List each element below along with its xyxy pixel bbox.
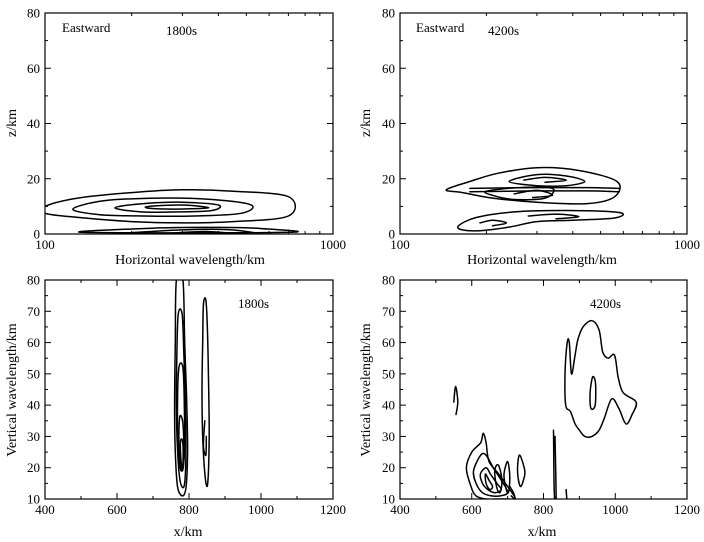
plot-frame xyxy=(44,279,334,500)
contour-line xyxy=(168,230,232,234)
contour-line xyxy=(130,228,255,234)
contour-line xyxy=(45,189,297,224)
contour-line xyxy=(114,201,222,214)
y-tick-label: 0 xyxy=(34,227,41,242)
y-axis-title: Vertical wavelength/km xyxy=(359,323,374,456)
y-tick-label: 60 xyxy=(382,61,395,76)
y-tick-label: 10 xyxy=(382,492,395,507)
y-tick-label: 40 xyxy=(382,398,395,413)
contour-line xyxy=(565,488,568,499)
contour-line xyxy=(564,319,638,438)
contour-line xyxy=(469,186,620,190)
y-tick-label: 40 xyxy=(27,398,40,413)
y-axis-title: Vertical wavelength/km xyxy=(5,323,20,456)
contour-line xyxy=(465,432,517,499)
y-tick-label: 40 xyxy=(382,116,395,131)
y-tick-label: 10 xyxy=(27,492,40,507)
x-tick-label: 800 xyxy=(534,502,554,517)
y-tick-label: 20 xyxy=(27,171,40,186)
y-tick-label: 0 xyxy=(389,227,396,242)
contour-line xyxy=(484,473,494,491)
panel-top-left: 100 1000 0 20 40 60 80 Eastward 1800s Horizont… xyxy=(5,6,346,269)
contour-line xyxy=(479,219,508,227)
y-tick-label: 30 xyxy=(27,429,40,444)
contour-line xyxy=(523,176,568,184)
y-tick-label: 60 xyxy=(27,335,40,350)
x-tick-label: 600 xyxy=(107,502,127,517)
y-tick-label: 40 xyxy=(27,116,40,131)
plot-frame xyxy=(399,12,688,235)
contour-line xyxy=(509,485,516,499)
y-tick-label: 20 xyxy=(382,460,395,475)
contour-line xyxy=(72,197,254,218)
time-label: 4200s xyxy=(590,296,621,311)
contour-line xyxy=(445,166,621,205)
panel-top-right: 100 1000 0 20 40 60 80 Eastward 4200s Horizont… xyxy=(359,6,700,269)
contour-line xyxy=(173,280,189,497)
y-tick-label: 70 xyxy=(27,304,40,319)
contour-line xyxy=(513,189,554,199)
x-tick-label: 1200 xyxy=(320,502,346,517)
y-tick-label: 80 xyxy=(27,273,40,288)
x-tick-label: 100 xyxy=(390,237,410,252)
x-tick-label: 1000 xyxy=(248,502,274,517)
contour-line xyxy=(144,204,210,210)
y-tick-label: 60 xyxy=(27,61,40,76)
y-axis-title: z/km xyxy=(5,109,20,137)
direction-label: Eastward xyxy=(416,20,465,35)
contour-line xyxy=(201,297,210,488)
y-tick-label: 20 xyxy=(382,171,395,186)
contour-line xyxy=(508,173,586,187)
x-tick-label: 1000 xyxy=(674,237,700,252)
y-tick-label: 50 xyxy=(27,366,40,381)
contour-line xyxy=(456,209,625,232)
contour-line xyxy=(516,454,526,488)
x-axis-title: Horizontal wavelength/km xyxy=(115,253,265,268)
x-axis-title: Horizontal wavelength/km xyxy=(467,253,617,268)
contour-line xyxy=(175,308,187,489)
contour-line xyxy=(589,375,597,411)
x-tick-label: 1000 xyxy=(602,502,628,517)
y-tick-label: 80 xyxy=(382,6,395,21)
contour-line xyxy=(493,463,503,494)
contour-line xyxy=(202,420,208,457)
x-tick-label: 1200 xyxy=(674,502,700,517)
contour-line xyxy=(484,186,555,201)
x-tick-label: 400 xyxy=(390,502,410,517)
x-axis-title: x/km xyxy=(174,525,203,540)
plot-frame xyxy=(399,279,688,500)
y-tick-label: 70 xyxy=(382,304,395,319)
x-tick-label: 100 xyxy=(35,237,55,252)
contour-line xyxy=(179,438,184,469)
time-label: 1800s xyxy=(166,23,197,38)
contour-line xyxy=(453,385,459,416)
y-tick-label: 80 xyxy=(382,273,395,288)
x-tick-label: 400 xyxy=(35,502,55,517)
y-tick-label: 20 xyxy=(27,460,40,475)
x-tick-label: 800 xyxy=(179,502,199,517)
plot-frame xyxy=(44,12,334,235)
y-tick-label: 80 xyxy=(27,6,40,21)
time-label: 4200s xyxy=(488,23,519,38)
time-label: 1800s xyxy=(238,296,269,311)
y-axis-title: z/km xyxy=(359,109,374,137)
x-tick-label: 1000 xyxy=(320,237,346,252)
x-tick-label: 600 xyxy=(462,502,482,517)
x-axis-title: x/km xyxy=(528,525,557,540)
contour-line xyxy=(469,190,620,193)
contour-line xyxy=(552,429,557,499)
contour-line xyxy=(527,213,580,220)
y-tick-label: 30 xyxy=(382,429,395,444)
y-tick-label: 50 xyxy=(382,366,395,381)
direction-label: Eastward xyxy=(62,20,111,35)
contour-line xyxy=(78,226,299,234)
y-tick-label: 60 xyxy=(382,335,395,350)
